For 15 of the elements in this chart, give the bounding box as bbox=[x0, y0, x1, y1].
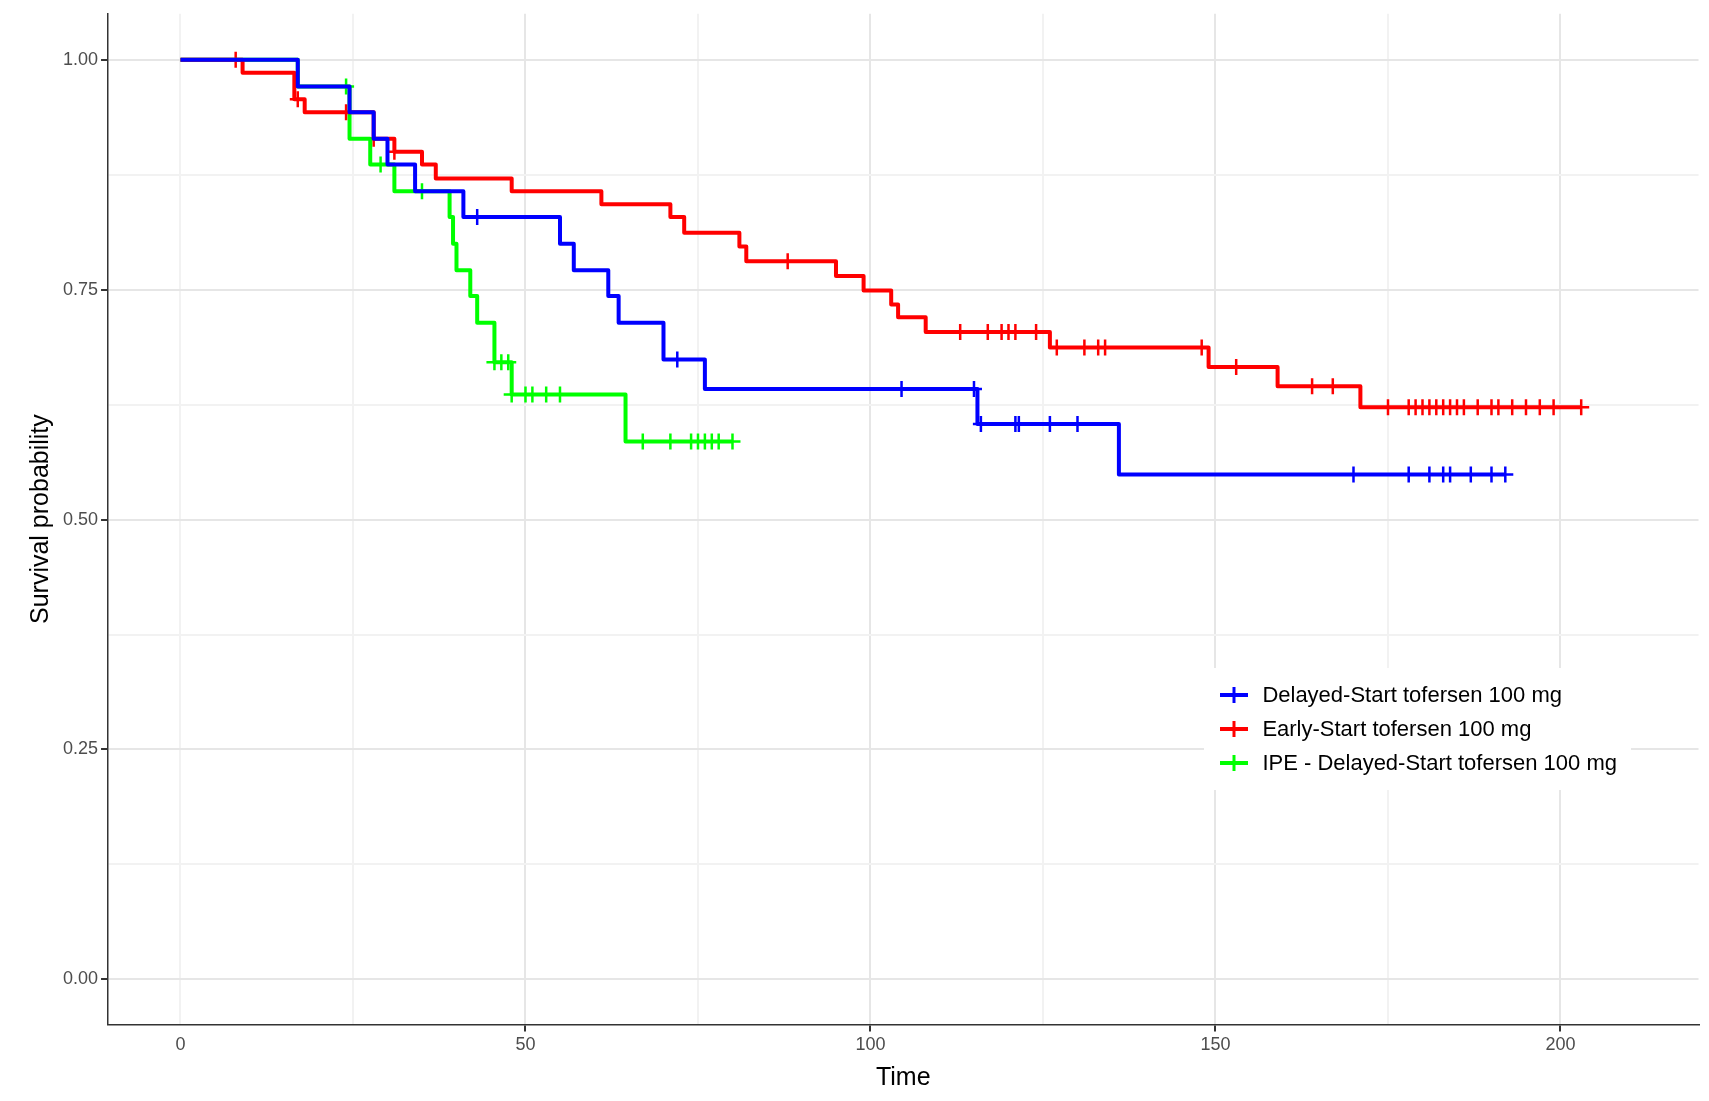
y-tick-label: 1.00 bbox=[62, 48, 99, 69]
x-tick-label: 0 bbox=[175, 1034, 186, 1055]
x-tick-label: 150 bbox=[1200, 1034, 1231, 1055]
y-tick-label: 0.00 bbox=[62, 968, 99, 989]
x-axis-title: Time bbox=[875, 1061, 931, 1090]
y-axis-title: Survival probability bbox=[24, 413, 53, 625]
x-tick-label: 200 bbox=[1545, 1034, 1576, 1055]
legend-label: Early-Start tofersen 100 mg bbox=[1262, 716, 1532, 742]
x-tick-label: 50 bbox=[515, 1034, 536, 1055]
y-tick-label: 0.25 bbox=[62, 738, 99, 759]
legend-label: Delayed-Start tofersen 100 mg bbox=[1262, 682, 1562, 708]
x-tick-label: 100 bbox=[855, 1034, 886, 1055]
y-tick-label: 0.75 bbox=[62, 278, 99, 299]
y-tick-label: 0.50 bbox=[62, 508, 99, 529]
legend-label: IPE - Delayed-Start tofersen 100 mg bbox=[1262, 750, 1617, 776]
